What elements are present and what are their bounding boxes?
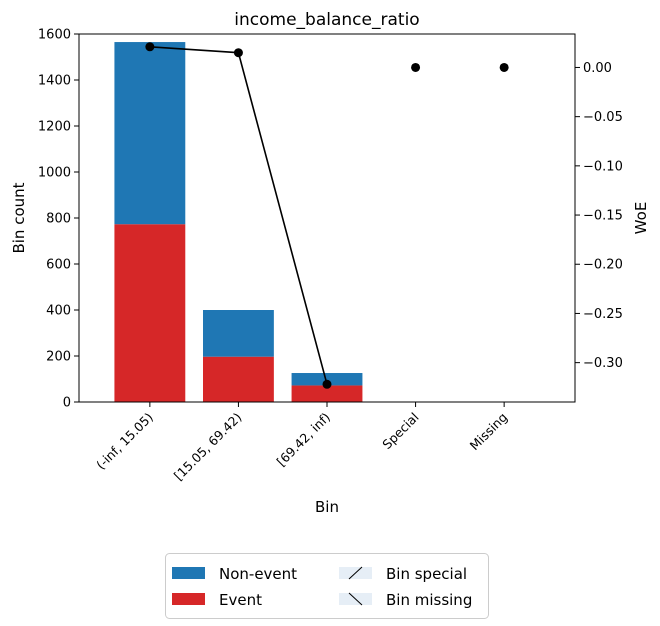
y-tick-label: 0 — [63, 396, 71, 411]
y-tick-label: 1400 — [38, 74, 71, 89]
legend-label: Bin missing — [386, 591, 472, 609]
y2-tick-label: 0.00 — [583, 61, 612, 76]
woe-point — [145, 42, 155, 52]
y-tick-label: 600 — [46, 258, 71, 273]
woe-point — [499, 62, 509, 72]
x-tick-label: [69.42, inf) — [274, 410, 334, 470]
legend: Non-event Event Bin special Bin missing — [165, 553, 489, 619]
y2-tick-label: −0.25 — [583, 307, 623, 322]
non-event-bar — [291, 373, 363, 386]
legend-swatch — [172, 567, 205, 579]
x-tick-label: Special — [379, 410, 421, 452]
bar-group — [114, 42, 363, 402]
non-event-bar — [203, 310, 274, 357]
y2-tick-label: −0.20 — [583, 258, 623, 273]
legend-box — [165, 553, 489, 619]
event-bar — [203, 356, 274, 402]
x-tick-label: [15.05, 69.42) — [171, 410, 245, 484]
y2-tick-label: −0.10 — [583, 159, 623, 174]
y-tick-label: 1200 — [38, 120, 71, 135]
y-tick-label: 1600 — [38, 28, 71, 43]
legend-label: Event — [219, 591, 262, 609]
y-tick-label: 400 — [46, 304, 71, 319]
y2-tick-label: −0.30 — [583, 356, 623, 371]
event-bar — [114, 224, 186, 402]
woe-point — [411, 62, 421, 72]
y2-axis-label: WoE — [632, 202, 650, 235]
legend-hatch-special — [348, 566, 363, 580]
y-axis-label: Bin count — [10, 182, 28, 253]
legend-label: Bin special — [386, 565, 467, 583]
event-bar — [291, 385, 363, 402]
y-tick-label: 800 — [46, 212, 71, 227]
legend-swatch — [172, 593, 205, 605]
legend-label: Non-event — [219, 565, 297, 583]
y2-tick-label: −0.15 — [583, 209, 623, 224]
woe-point — [322, 379, 332, 389]
chart-title: income_balance_ratio — [234, 10, 419, 30]
x-tick-label: (-inf, 15.05) — [93, 410, 156, 473]
legend-hatch-missing — [348, 592, 363, 606]
non-event-bar — [114, 42, 186, 225]
y-tick-label: 1000 — [38, 166, 71, 181]
y2-tick-label: −0.05 — [583, 110, 623, 125]
woe-point — [233, 48, 243, 58]
woe-line-group — [145, 42, 509, 389]
x-axis-label: Bin — [315, 498, 339, 516]
x-tick-label: Missing — [467, 410, 511, 454]
y-tick-label: 200 — [46, 350, 71, 365]
